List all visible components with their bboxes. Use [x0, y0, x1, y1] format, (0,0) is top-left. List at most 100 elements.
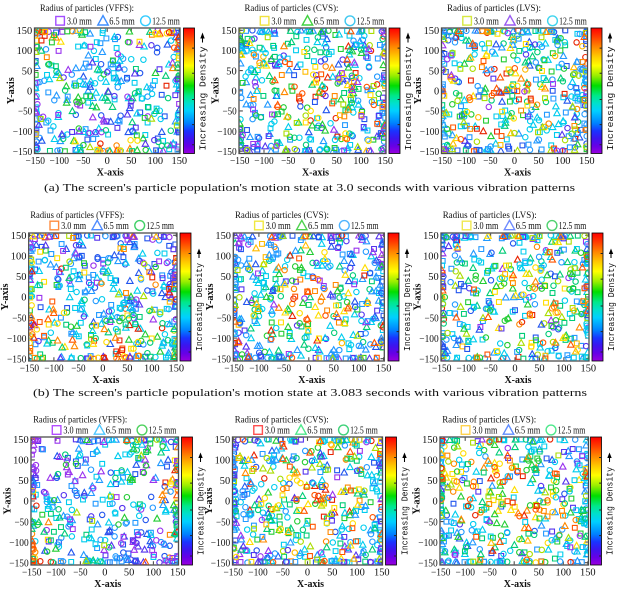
svg-text:6.5 mm: 6.5 mm	[516, 221, 542, 232]
svg-text:150: 150	[172, 156, 188, 167]
svg-text:100: 100	[351, 364, 367, 375]
svg-text:−150: −150	[431, 568, 450, 579]
svg-text:100: 100	[215, 252, 231, 263]
svg-text:0: 0	[226, 293, 231, 304]
svg-text:Y-axis: Y-axis	[412, 283, 424, 311]
svg-text:0: 0	[512, 156, 517, 167]
svg-text:−100: −100	[44, 364, 63, 375]
svg-text:100: 100	[144, 364, 160, 375]
svg-text:−50: −50	[483, 156, 497, 167]
svg-text:6.5 mm: 6.5 mm	[314, 16, 340, 27]
svg-text:Y-axis: Y-axis	[203, 487, 215, 515]
svg-text:X-axis: X-axis	[97, 166, 125, 178]
svg-text:150: 150	[170, 568, 186, 579]
svg-text:50: 50	[534, 364, 544, 375]
svg-text:0: 0	[512, 568, 517, 579]
svg-text:50: 50	[122, 364, 132, 375]
svg-text:−150: −150	[7, 354, 26, 365]
svg-text:−50: −50	[281, 156, 295, 167]
svg-text:3.0 mm: 3.0 mm	[63, 426, 89, 437]
svg-text:6.5 mm: 6.5 mm	[106, 426, 132, 437]
svg-text:Radius of particles (CVS):: Radius of particles (CVS):	[235, 414, 329, 425]
svg-text:−50: −50	[12, 313, 26, 324]
svg-text:−100: −100	[419, 334, 438, 345]
svg-text:−100: −100	[50, 156, 69, 167]
svg-text:−50: −50	[216, 517, 230, 528]
svg-text:6.5 mm: 6.5 mm	[307, 426, 333, 437]
svg-text:50: 50	[533, 156, 543, 167]
svg-text:150: 150	[378, 156, 394, 167]
svg-text:100: 100	[423, 252, 439, 263]
svg-text:X-axis: X-axis	[504, 166, 532, 178]
svg-text:Increasing Density: Increasing Density	[605, 467, 616, 555]
svg-text:0: 0	[305, 568, 310, 579]
svg-text:−150: −150	[212, 354, 231, 365]
svg-text:Increasing Density: Increasing Density	[400, 467, 411, 555]
svg-text:150: 150	[221, 26, 237, 37]
svg-text:−50: −50	[73, 568, 87, 579]
svg-text:50: 50	[22, 66, 32, 77]
svg-text:−150: −150	[419, 354, 438, 365]
svg-text:−100: −100	[456, 568, 475, 579]
svg-text:12.5 mm: 12.5 mm	[357, 16, 385, 27]
svg-text:−150: −150	[9, 558, 28, 569]
svg-text:Radius of particles (VFFS):: Radius of particles (VFFS):	[33, 414, 127, 425]
svg-text:0: 0	[102, 568, 107, 579]
svg-text:Increasing Density: Increasing Density	[194, 263, 205, 351]
svg-text:6.5 mm: 6.5 mm	[103, 221, 129, 232]
svg-text:X-axis: X-axis	[92, 374, 120, 386]
svg-text:0: 0	[434, 293, 439, 304]
svg-text:50: 50	[429, 66, 439, 77]
svg-text:X-axis: X-axis	[298, 374, 326, 386]
svg-text:3.0 mm: 3.0 mm	[271, 16, 297, 27]
svg-text:−150: −150	[432, 364, 451, 375]
svg-text:−150: −150	[22, 568, 41, 579]
svg-text:Radius of particles (LVS):: Radius of particles (LVS):	[442, 414, 536, 425]
svg-text:−100: −100	[456, 364, 475, 375]
svg-text:0: 0	[100, 364, 105, 375]
svg-text:−100: −100	[418, 538, 437, 549]
svg-text:150: 150	[169, 364, 185, 375]
svg-text:3.0 mm: 3.0 mm	[67, 16, 93, 27]
svg-text:Radius of particles (LVS):: Radius of particles (LVS):	[447, 3, 541, 14]
svg-text:−100: −100	[248, 568, 267, 579]
svg-text:100: 100	[349, 568, 365, 579]
svg-text:50: 50	[221, 272, 231, 283]
svg-text:−100: −100	[254, 156, 273, 167]
svg-text:−150: −150	[418, 558, 437, 569]
svg-text:−50: −50	[277, 364, 291, 375]
svg-text:−150: −150	[13, 147, 32, 158]
svg-text:−50: −50	[425, 313, 439, 324]
svg-text:50: 50	[329, 364, 339, 375]
svg-text:50: 50	[220, 476, 230, 487]
svg-text:Radius of particles (VFFS):: Radius of particles (VFFS):	[30, 210, 124, 221]
svg-text:0: 0	[232, 87, 237, 98]
svg-text:12.5 mm: 12.5 mm	[350, 426, 378, 437]
svg-text:Increasing Density: Increasing Density	[606, 263, 617, 351]
svg-text:0: 0	[512, 364, 517, 375]
svg-text:−50: −50	[217, 313, 231, 324]
svg-text:100: 100	[148, 156, 164, 167]
svg-text:−150: −150	[26, 156, 45, 167]
svg-text:150: 150	[215, 231, 231, 242]
svg-text:−100: −100	[46, 568, 65, 579]
svg-text:Y-axis: Y-axis	[210, 77, 222, 105]
svg-text:X-axis: X-axis	[302, 166, 330, 178]
svg-text:100: 100	[146, 568, 162, 579]
svg-text:12.5 mm: 12.5 mm	[146, 221, 174, 232]
svg-text:0: 0	[434, 87, 439, 98]
svg-text:(b) The screen's particle popu: (b) The screen's particle population's m…	[33, 387, 587, 399]
svg-text:150: 150	[374, 568, 390, 579]
svg-text:3.0 mm: 3.0 mm	[265, 426, 291, 437]
svg-text:100: 100	[555, 156, 571, 167]
svg-text:0: 0	[21, 293, 26, 304]
svg-text:X-axis: X-axis	[504, 578, 532, 590]
svg-text:Y-axis: Y-axis	[412, 77, 424, 105]
svg-text:Increasing Density: Increasing Density	[403, 46, 414, 151]
svg-text:Radius of particles (LVS):: Radius of particles (LVS):	[443, 210, 537, 221]
svg-text:Increasing Density: Increasing Density	[605, 46, 616, 151]
svg-text:−100: −100	[457, 156, 476, 167]
svg-text:0: 0	[306, 364, 311, 375]
svg-text:100: 100	[353, 156, 369, 167]
svg-text:12.5 mm: 12.5 mm	[559, 16, 587, 27]
